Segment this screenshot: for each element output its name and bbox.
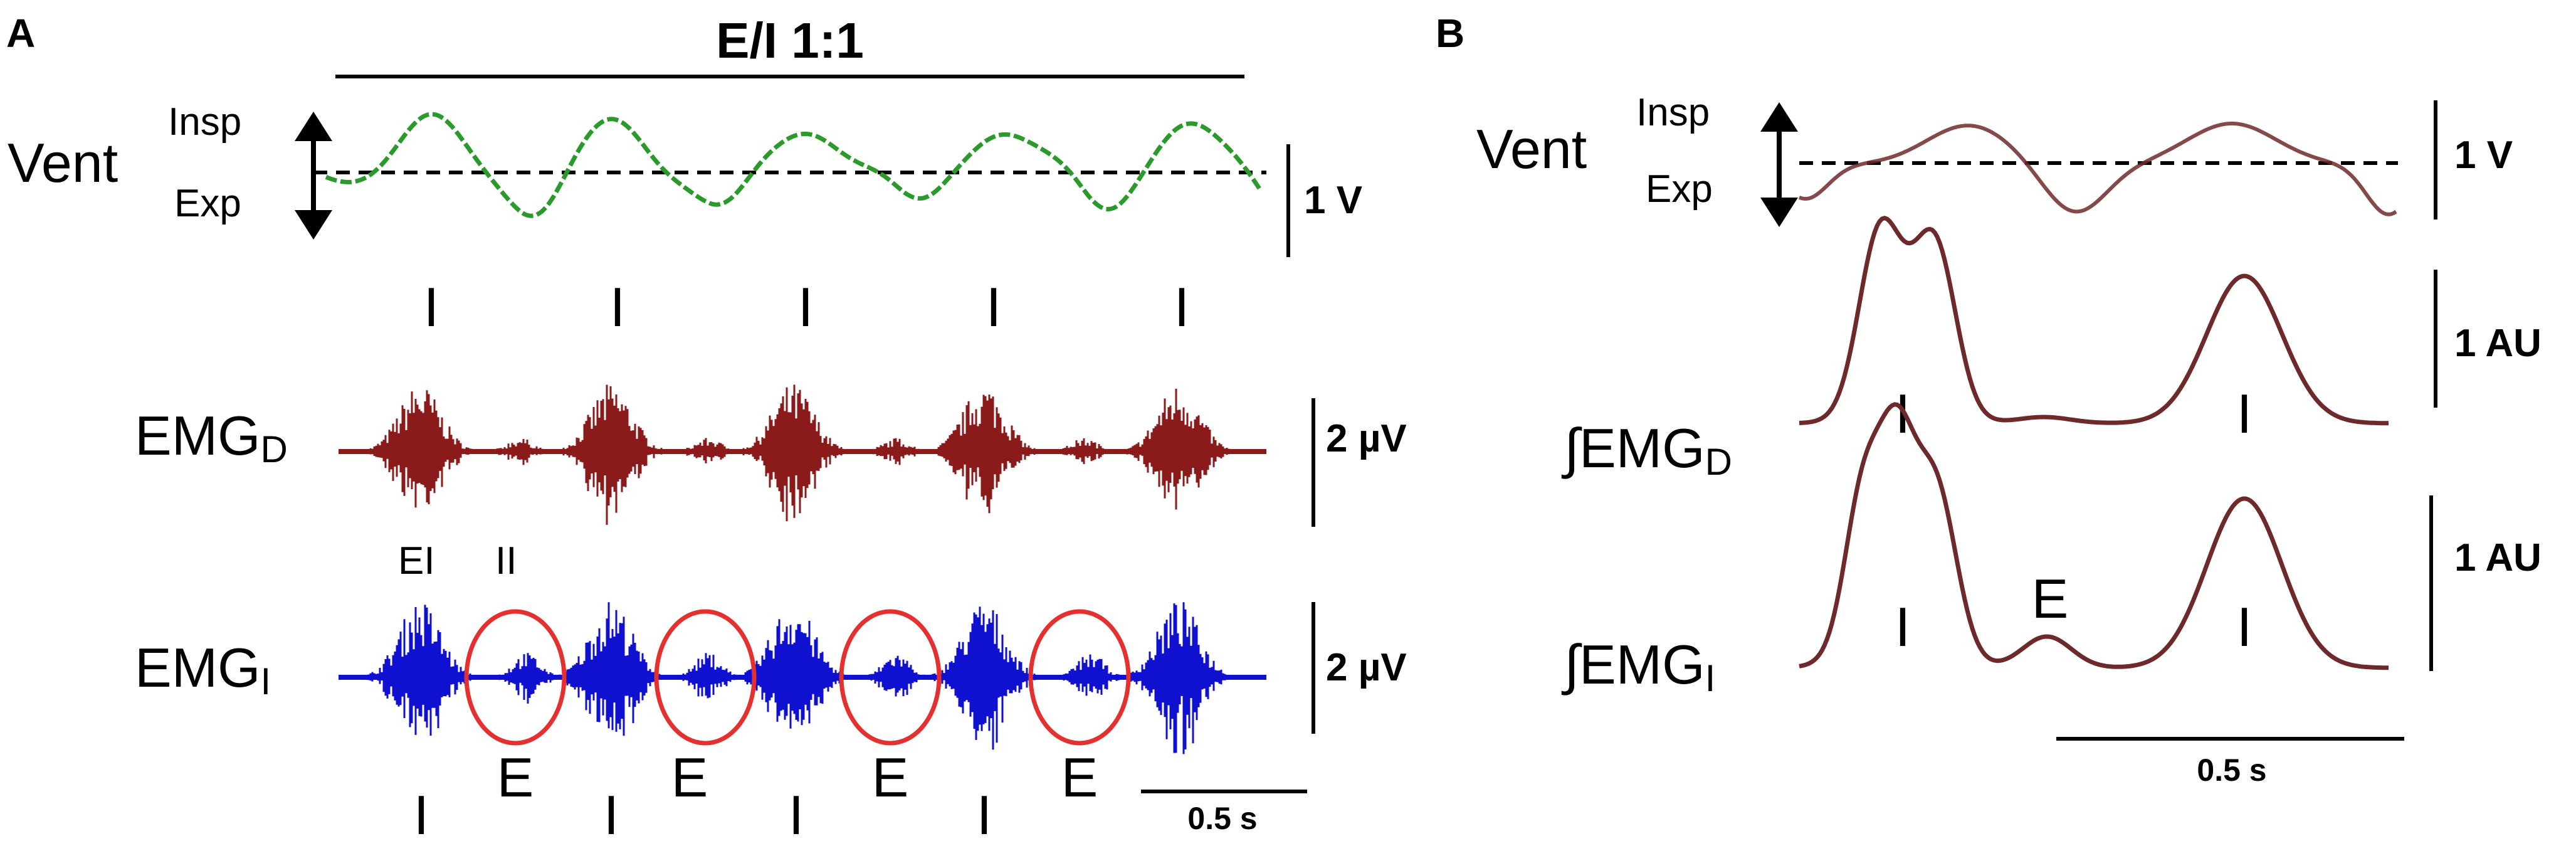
panel-a-label: A xyxy=(6,11,35,56)
i-marker-top-1: I xyxy=(424,276,439,338)
e-marker-bottom-2: E xyxy=(671,746,708,808)
i-marker-top-4: I xyxy=(986,276,1001,338)
ei-label: EI xyxy=(398,539,435,583)
insp-label-a: Insp xyxy=(168,100,241,144)
emg-d-scale: 2 µV xyxy=(1326,417,1407,460)
emg-bursts xyxy=(365,602,1232,754)
emg-d-subscript: D xyxy=(260,428,287,470)
iemg-i-scale: 1 AU xyxy=(2454,536,2542,579)
vent-label-a: Vent xyxy=(8,132,118,194)
condition-title: E/I 1:1 xyxy=(716,13,864,68)
expiratory-circle-3 xyxy=(839,609,942,746)
iemg-i-i-marker-1: I xyxy=(1895,596,1910,658)
emg-i-trace xyxy=(339,602,1266,754)
expiratory-circle-1 xyxy=(464,609,567,746)
vent-trace-b xyxy=(1799,122,2397,216)
vent-label-b: Vent xyxy=(1476,118,1587,180)
iemg-i-trace xyxy=(1799,402,2389,670)
iemg-i-i-marker-2: I xyxy=(2237,596,2252,658)
emg-i-subscript: I xyxy=(260,660,271,702)
iemg-d-i-marker-2: I xyxy=(2237,383,2252,445)
e-marker-bottom-4: E xyxy=(1061,746,1098,808)
i-marker-bottom-1: I xyxy=(414,784,429,846)
time-scale-b: 0.5 s xyxy=(2197,753,2266,788)
iemg-i-label: ∫EMGI xyxy=(1561,633,1715,699)
iemg-i-subscript: I xyxy=(1705,657,1716,699)
emg-d-label: EMGD xyxy=(135,404,288,470)
insp-label-b: Insp xyxy=(1636,91,1710,134)
i-marker-bottom-4: I xyxy=(977,784,992,846)
emg-bursts xyxy=(365,384,1232,525)
e-marker-bottom-1: E xyxy=(497,746,534,808)
i-marker-top-5: I xyxy=(1174,276,1189,338)
time-scale-a: 0.5 s xyxy=(1187,801,1257,836)
iemg-d-trace xyxy=(1799,216,2389,426)
exp-label-b: Exp xyxy=(1646,167,1713,211)
expiratory-circle-4 xyxy=(1028,609,1131,746)
iemg-i-e-marker: E xyxy=(2032,568,2069,630)
expiratory-circle-2 xyxy=(654,609,757,746)
emg-i-label: EMGI xyxy=(135,637,271,702)
exp-label-a: Exp xyxy=(174,182,241,225)
i-marker-top-3: I xyxy=(798,276,813,338)
vent-trace-a xyxy=(325,112,1263,218)
emg-i-scale: 2 µV xyxy=(1326,646,1407,689)
i-marker-bottom-2: I xyxy=(604,784,619,846)
iemg-d-scale: 1 AU xyxy=(2454,322,2542,365)
insp-exp-arrow-b xyxy=(1760,102,1798,227)
e-marker-bottom-3: E xyxy=(872,746,909,808)
i-marker-top-2: I xyxy=(610,276,625,338)
iemg-d-subscript: D xyxy=(1705,441,1732,483)
vent-scale-b: 1 V xyxy=(2454,134,2513,177)
emg-d-trace xyxy=(339,384,1266,525)
insp-exp-arrow-a xyxy=(295,112,332,240)
ii-label: II xyxy=(495,539,517,583)
panel-b-label: B xyxy=(1436,11,1464,56)
i-marker-bottom-3: I xyxy=(789,784,804,846)
iemg-d-label: ∫EMGD xyxy=(1561,417,1732,483)
expiratory-circles xyxy=(464,609,1131,746)
vent-scale-a: 1 V xyxy=(1304,179,1362,222)
markers-bottom: I I I IE E E E xyxy=(414,746,1098,846)
